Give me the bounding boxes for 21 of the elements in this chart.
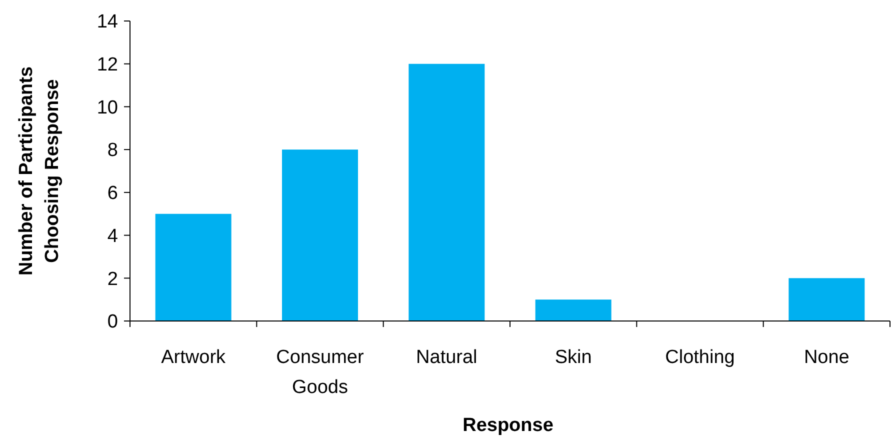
y-tick-label: 2 xyxy=(107,268,118,290)
bar xyxy=(535,300,612,321)
x-tick-label: Skin xyxy=(554,347,592,368)
x-tick-label: Natural xyxy=(416,347,478,368)
y-tick-label: 8 xyxy=(107,140,118,162)
y-tick-label: 10 xyxy=(96,97,118,118)
x-axis-title: Response xyxy=(462,415,554,436)
y-tick-label: 14 xyxy=(96,12,118,33)
y-tick-label: 0 xyxy=(107,312,118,333)
bar xyxy=(155,214,232,321)
y-tick-label: 6 xyxy=(107,183,118,204)
bar xyxy=(408,64,485,321)
x-tick-label: Consumer Goods xyxy=(276,347,364,398)
x-tick-label: Artwork xyxy=(161,347,226,368)
y-tick-label: 12 xyxy=(96,54,118,76)
bar xyxy=(282,150,358,321)
x-tick-label: Clothing xyxy=(665,347,735,368)
y-tick-label: 4 xyxy=(107,226,118,247)
x-tick-label: None xyxy=(804,347,850,368)
y-axis-title: Number of Participants Choosing Response xyxy=(16,66,63,276)
bar xyxy=(788,278,865,321)
